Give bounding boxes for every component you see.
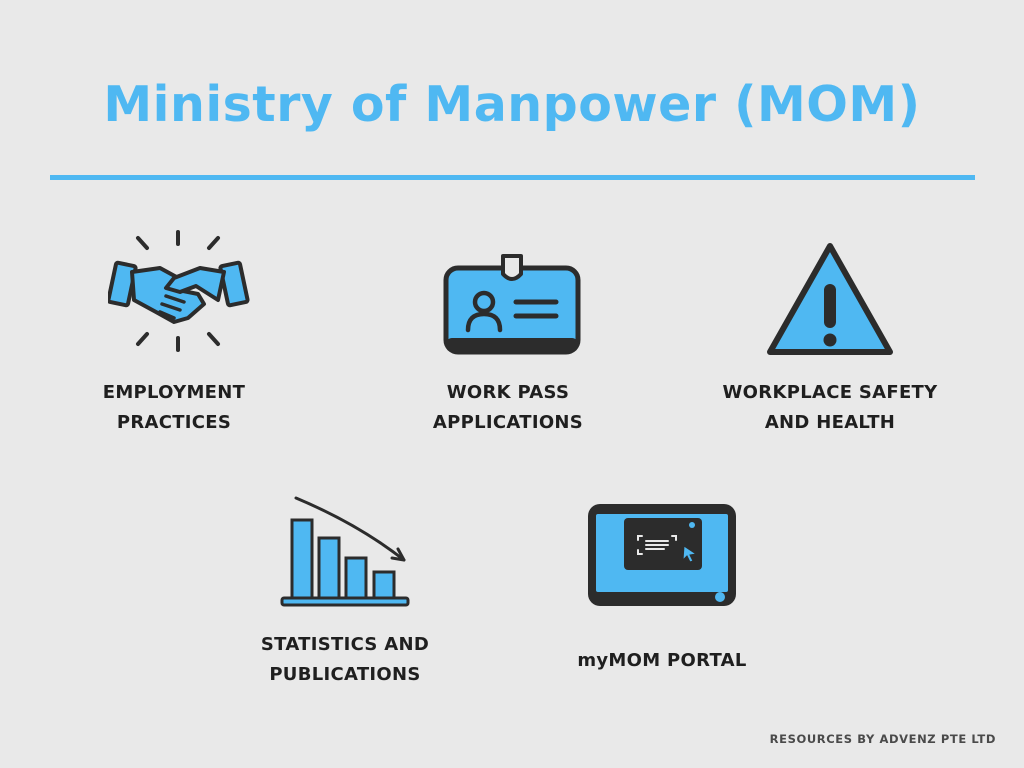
title-divider (50, 175, 975, 180)
handshake-icon (108, 230, 250, 352)
id-badge-icon (443, 254, 581, 355)
label-mymom-portal: myMOM PORTAL (577, 650, 747, 671)
label-work-pass-applications: WORK PASS APPLICATIONS (432, 382, 584, 433)
warning-triangle-icon (767, 243, 893, 355)
label-workplace-safety-health: WORKPLACE SAFETY AND HEALTH (722, 382, 938, 433)
label-employment-practices: EMPLOYMENT PRACTICES (102, 382, 246, 433)
label-statistics-publications: STATISTICS AND PUBLICATIONS (260, 634, 430, 685)
portal-screen-icon (588, 504, 736, 606)
footer-credit: RESOURCES BY ADVENZ PTE LTD (769, 732, 996, 746)
declining-bar-chart-icon (280, 496, 410, 607)
page-title: Ministry of Manpower (MOM) (103, 76, 921, 133)
